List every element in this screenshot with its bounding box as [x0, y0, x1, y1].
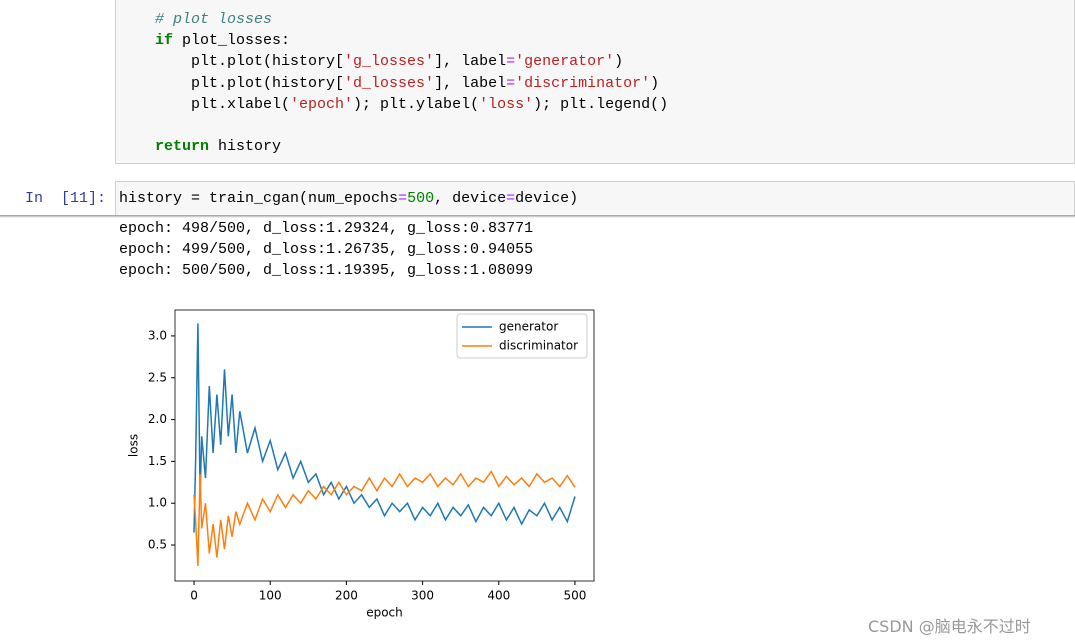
x-tick-label: 100: [259, 589, 282, 603]
code-token: 'loss': [479, 95, 534, 113]
code-token: plt.plot(history[: [119, 74, 345, 92]
x-tick-label: 500: [564, 589, 587, 603]
code-token: history: [209, 138, 282, 156]
code-token: 'epoch': [290, 95, 354, 113]
code-token: =: [398, 190, 408, 207]
input-cell[interactable]: [115, 181, 1075, 216]
watermark: CSDN @脑电永不过时: [868, 617, 1031, 636]
code-token: plt.xlabel(: [119, 95, 291, 113]
series-line: [193, 323, 576, 533]
code-token: 'generator': [515, 53, 615, 71]
prompt: In [11]:: [25, 190, 107, 207]
code-token: 'd_losses': [344, 74, 435, 92]
output-line: epoch: 499/500, d_loss:1.26735, g_loss:0…: [119, 241, 534, 258]
code-token: =: [506, 74, 516, 92]
y-tick-label: 1.0: [148, 496, 167, 510]
code-token: 'discriminator': [515, 74, 651, 92]
y-axis-label: loss: [127, 434, 141, 457]
code-token: ); plt.ylabel(: [353, 95, 480, 113]
x-tick-label: 300: [411, 589, 434, 603]
x-axis-label: epoch: [366, 606, 403, 620]
y-tick-label: 3.0: [148, 328, 167, 342]
code-token: 'g_losses': [344, 53, 435, 71]
y-tick-label: 0.5: [148, 538, 167, 552]
code-token: if: [119, 32, 174, 50]
code-line: if plot_losses:: [119, 32, 290, 49]
legend-label: generator: [499, 320, 558, 334]
code-token: device): [515, 190, 579, 207]
code-line: # plot losses: [119, 11, 272, 28]
code-cell[interactable]: [115, 0, 1075, 164]
code-token: return: [119, 138, 210, 156]
y-tick-label: 1.5: [148, 454, 167, 468]
cell-shadow: [0, 215, 1075, 218]
code-token: =: [506, 53, 516, 71]
legend-label: discriminator: [499, 339, 578, 353]
x-tick-label: 200: [335, 589, 358, 603]
code-token: plot_losses:: [173, 32, 291, 50]
code-token: ); plt.legend(): [533, 95, 669, 113]
output-line: epoch: 500/500, d_loss:1.19395, g_loss:1…: [119, 262, 534, 279]
code-token: ): [614, 53, 624, 71]
code-line: plt.plot(history['g_losses'], label='gen…: [119, 53, 623, 70]
output-line: epoch: 498/500, d_loss:1.29324, g_loss:0…: [119, 220, 534, 237]
code-token: history = train_cgan(num_epochs: [119, 190, 399, 207]
plot-frame: [174, 309, 595, 582]
code-line: plt.plot(history['d_losses'], label='dis…: [119, 75, 659, 92]
code-token: , device: [434, 190, 507, 207]
y-tick-label: 2.0: [148, 412, 167, 426]
legend-box: [456, 313, 588, 359]
x-tick-label: 400: [487, 589, 510, 603]
code-token: =: [506, 190, 516, 207]
x-tick-label: 0: [190, 589, 198, 603]
code-line: plt.xlabel('epoch'); plt.ylabel('loss');…: [119, 96, 668, 113]
code-token: ], label: [434, 53, 507, 71]
code-token: # plot losses: [119, 11, 273, 28]
code-token: plt.plot(history[: [119, 53, 345, 71]
code-line: history = train_cgan(num_epochs=500, dev…: [119, 190, 578, 207]
code-token: 500: [407, 190, 435, 207]
code-token: ): [650, 74, 660, 92]
series-line: [193, 469, 576, 566]
code-token: ], label: [434, 74, 507, 92]
y-tick-label: 2.5: [148, 370, 167, 384]
code-line: return history: [119, 138, 281, 155]
